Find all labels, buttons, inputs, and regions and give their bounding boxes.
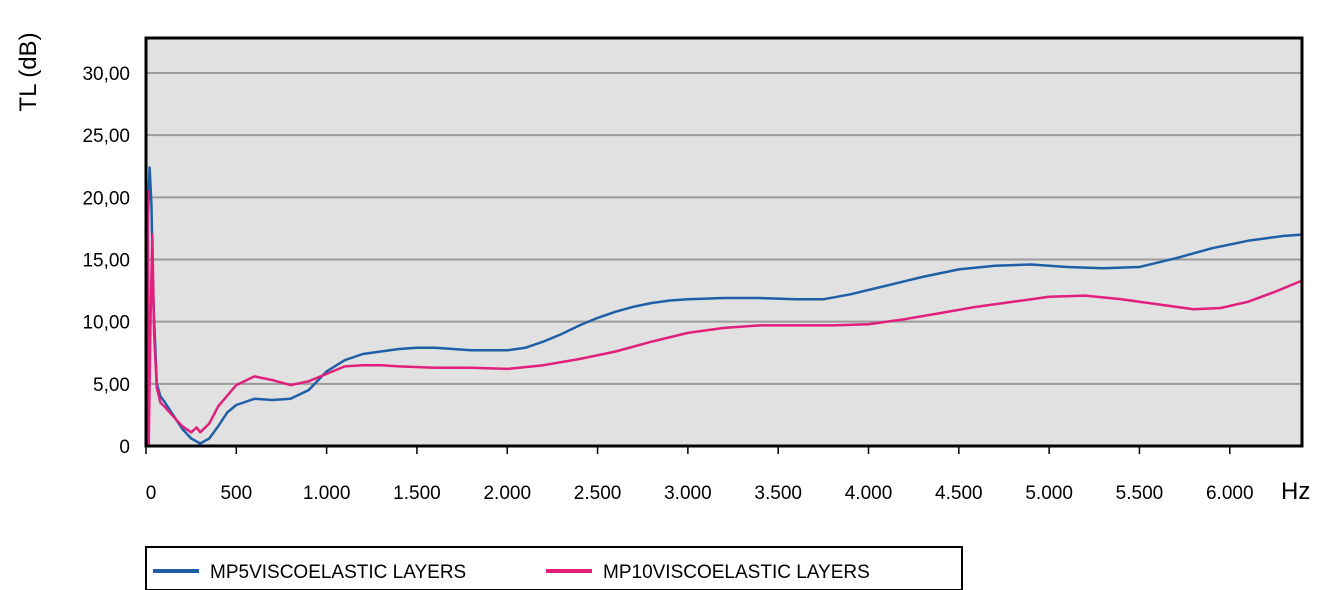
y-tick-label: 15,00: [82, 251, 130, 272]
y-tick-label: 0: [119, 437, 130, 458]
legend: MP5VISCOELASTIC LAYERS MP10VISCOELASTIC L…: [145, 546, 963, 590]
series-line-2: [144, 189, 1303, 448]
series-line-1: [144, 166, 1303, 447]
x-tick-label: 5.500: [1116, 483, 1164, 504]
legend-label: MP10VISCOELASTIC LAYERS: [603, 562, 870, 583]
x-tick-label: 2.500: [574, 483, 622, 504]
series-lines: [144, 166, 1303, 448]
x-tick-label: 4.500: [935, 483, 983, 504]
x-tick-label: 4.000: [845, 483, 893, 504]
x-axis-ticks: 0 500 1.000 1.500 2.000 2.500 3.000 3.500 4.000 4…: [145, 446, 1254, 504]
x-axis-title: Hz: [1281, 478, 1310, 505]
x-tick-label: 6.000: [1206, 483, 1254, 504]
gridlines: [146, 72, 1302, 385]
x-tick-label: 500: [220, 483, 252, 504]
y-tick-label: 5,00: [93, 375, 130, 396]
x-tick-label: 0: [146, 483, 157, 504]
x-tick-label: 1.000: [303, 483, 351, 504]
y-axis-ticks: 0 5,00 10,00 15,00 20,00 25,00 30,00: [82, 64, 130, 458]
y-tick-label: 25,00: [82, 126, 130, 147]
plot-area: [146, 38, 1302, 446]
plot-border: [144, 36, 1304, 448]
legend-label: MP5VISCOELASTIC LAYERS: [210, 562, 466, 583]
y-axis-title: TL (dB): [15, 32, 42, 111]
x-tick-label: 3.000: [664, 483, 712, 504]
x-tick-label: 5.000: [1025, 483, 1073, 504]
y-tick-label: 10,00: [82, 313, 130, 334]
y-tick-label: 30,00: [82, 64, 130, 85]
x-tick-label: 1.500: [393, 483, 441, 504]
legend-box: [145, 546, 963, 590]
x-tick-label: 2.000: [483, 483, 531, 504]
y-tick-label: 20,00: [82, 188, 130, 209]
x-tick-label: 3.500: [754, 483, 802, 504]
